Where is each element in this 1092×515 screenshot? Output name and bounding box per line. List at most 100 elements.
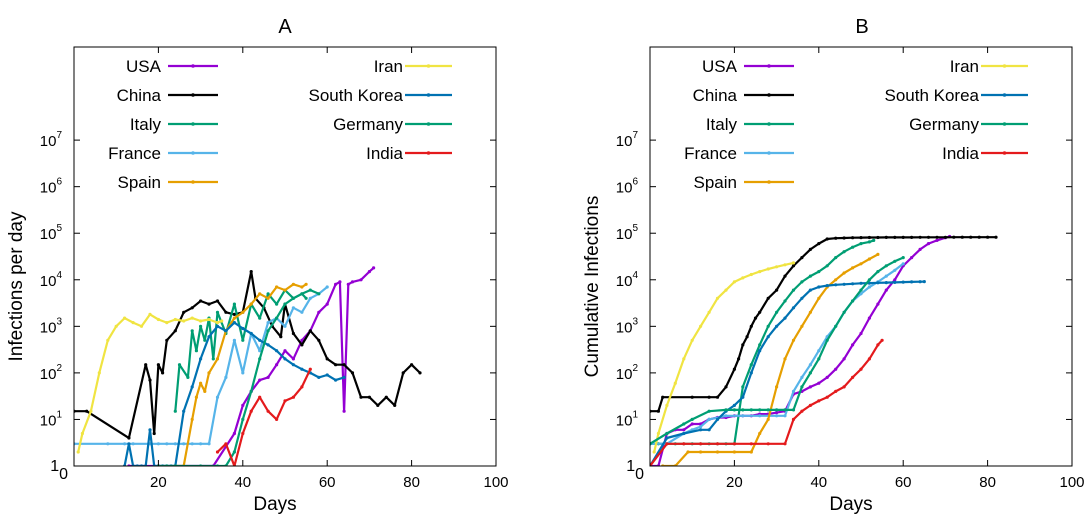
data-point <box>401 371 405 375</box>
y-tick-label: 105 <box>616 223 639 243</box>
data-point <box>859 292 863 296</box>
data-point <box>300 367 304 371</box>
legend-marker <box>1002 64 1007 68</box>
data-point <box>199 324 203 328</box>
legend-item-india: India <box>942 144 1028 163</box>
data-point <box>901 262 905 266</box>
data-point <box>291 357 295 361</box>
data-point <box>682 431 686 436</box>
data-point <box>741 343 745 347</box>
data-point <box>97 371 101 375</box>
data-point <box>275 302 279 306</box>
legend-marker <box>426 122 431 126</box>
x-tick-label: 100 <box>483 474 508 491</box>
data-point <box>817 270 821 274</box>
data-point <box>266 321 270 325</box>
data-point <box>859 236 863 240</box>
data-point <box>656 431 661 436</box>
data-point <box>241 338 245 342</box>
data-point <box>665 403 669 407</box>
data-point <box>106 442 110 446</box>
data-point <box>901 280 905 284</box>
data-point <box>825 237 829 241</box>
data-point <box>291 395 295 399</box>
legend-marker <box>191 122 195 126</box>
data-point <box>766 267 770 271</box>
data-point <box>232 302 236 306</box>
series-line-iran <box>653 261 794 453</box>
panel-label: A <box>278 16 292 38</box>
data-point <box>131 442 135 446</box>
data-point <box>325 357 329 361</box>
data-point <box>715 395 720 399</box>
legend-item-france: France <box>684 144 794 163</box>
data-point <box>699 428 703 432</box>
data-point <box>224 310 228 314</box>
data-point <box>317 375 321 379</box>
data-point <box>884 264 888 268</box>
data-point <box>266 375 270 379</box>
data-point <box>682 422 686 426</box>
data-point <box>182 442 186 446</box>
data-point <box>152 431 156 436</box>
legend-label: Germany <box>909 115 979 134</box>
data-point <box>148 428 152 432</box>
data-point <box>699 324 703 328</box>
data-point <box>232 321 236 325</box>
data-point <box>682 442 686 446</box>
data-point <box>842 310 846 314</box>
data-point <box>148 378 152 382</box>
data-point <box>165 442 169 446</box>
data-point <box>266 292 270 296</box>
data-point <box>699 450 703 454</box>
legend-marker <box>191 151 195 155</box>
data-point <box>884 274 888 278</box>
data-point <box>825 284 829 288</box>
data-point <box>384 395 388 399</box>
data-point <box>156 442 160 446</box>
data-point <box>215 324 220 328</box>
data-point <box>300 285 304 289</box>
data-point <box>325 285 329 289</box>
series-line-spain <box>662 253 879 466</box>
data-point <box>943 235 948 239</box>
data-point <box>876 270 880 274</box>
data-point <box>308 296 312 300</box>
series-china <box>74 270 422 440</box>
x-tick-label: 40 <box>810 474 827 491</box>
data-point <box>393 403 397 407</box>
data-point <box>418 371 422 375</box>
data-point <box>300 310 304 314</box>
data-point <box>334 378 338 382</box>
chart-panel-a: A 20 40 60 80 100 10 101 102 103 104 105 106 107 Days I… <box>6 16 509 515</box>
data-point <box>283 357 287 361</box>
data-point <box>775 324 779 328</box>
data-point <box>817 285 821 289</box>
series-india <box>215 367 312 466</box>
y-tick-label: 106 <box>40 177 63 197</box>
legend-item-usa: USA <box>126 57 218 76</box>
data-point <box>977 235 981 239</box>
data-point <box>766 442 770 446</box>
legend-label: South Korea <box>884 86 979 105</box>
data-point <box>775 265 779 269</box>
data-point <box>258 349 262 353</box>
series-iran <box>76 312 224 454</box>
data-point <box>918 280 922 284</box>
legend-item-iran: Iran <box>950 57 1028 76</box>
legend-label: USA <box>702 57 738 76</box>
data-point <box>834 236 838 240</box>
data-point <box>249 331 253 336</box>
data-point <box>325 302 329 306</box>
data-point <box>291 306 295 310</box>
legend-label: China <box>693 86 738 105</box>
data-point <box>817 242 821 246</box>
data-point <box>186 375 190 379</box>
series-south-korea <box>650 280 926 466</box>
data-point <box>224 375 228 379</box>
data-point <box>165 321 169 325</box>
data-point <box>834 389 838 393</box>
data-point <box>699 425 703 429</box>
legend-label: Italy <box>706 115 738 134</box>
x-tick-label: 40 <box>234 474 251 491</box>
